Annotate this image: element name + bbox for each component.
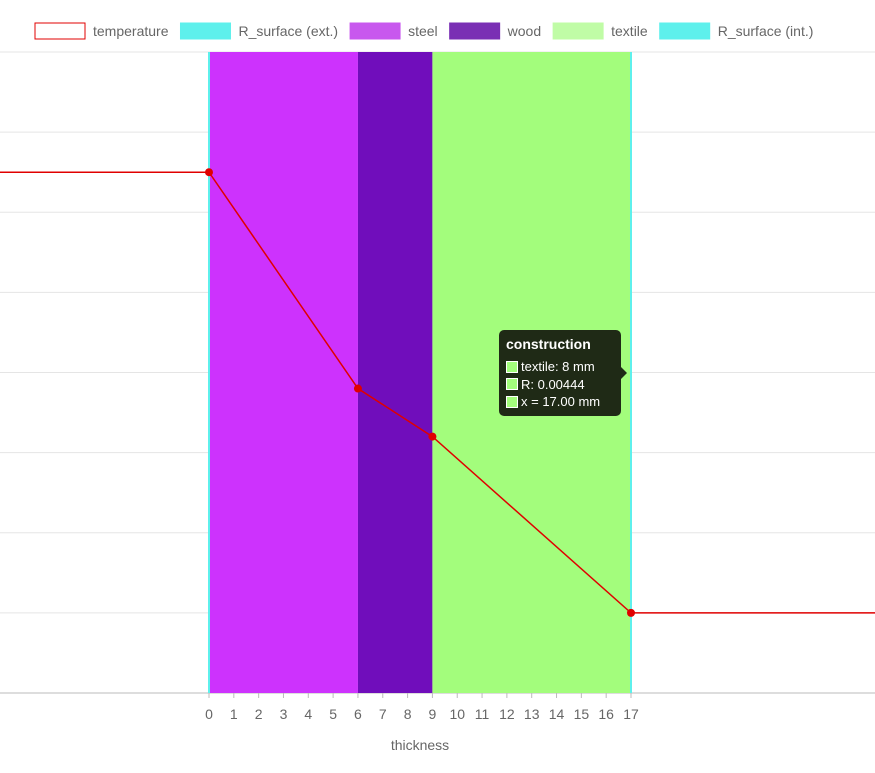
tooltip-line-x: x = 17.00 mm (521, 394, 601, 410)
legend-item[interactable]: R_surface (int.) (659, 22, 814, 40)
x-tick-label: 11 (475, 706, 490, 722)
legend-label: textile (611, 23, 648, 39)
legend-item[interactable]: steel (349, 22, 438, 40)
legend-swatch (659, 22, 711, 40)
legend-item[interactable]: temperature (34, 22, 169, 40)
x-tick-label: 17 (623, 706, 639, 722)
legend: temperature R_surface (ext.) steel wood text… (34, 22, 814, 40)
legend-label: temperature (93, 23, 169, 39)
x-tick-label: 3 (280, 706, 288, 722)
tooltip-swatch (506, 360, 518, 373)
temperature-point[interactable] (428, 432, 437, 441)
legend-label: steel (408, 23, 438, 39)
x-tick-label: 13 (524, 706, 540, 722)
x-tick-label: 10 (449, 706, 465, 722)
legend-item[interactable]: wood (449, 22, 541, 40)
tooltip-line-r: R: 0.00444 (521, 376, 585, 392)
tooltip-swatch (506, 395, 518, 408)
x-tick-label: 4 (304, 706, 312, 722)
legend-label: wood (507, 23, 541, 39)
x-tick-label: 0 (205, 706, 213, 722)
legend-label: R_surface (ext.) (238, 23, 338, 39)
x-tick-label: 15 (574, 706, 590, 722)
x-tick-label: 7 (379, 706, 387, 722)
temperature-series (0, 168, 875, 617)
x-tick-label: 16 (598, 706, 614, 722)
temperature-point[interactable] (627, 608, 635, 617)
legend-swatch (449, 22, 501, 40)
x-tick-label: 5 (329, 706, 337, 722)
tooltip-swatch (506, 378, 518, 391)
legend-item[interactable]: R_surface (ext.) (179, 22, 338, 40)
layer-wood[interactable] (357, 52, 433, 693)
x-tick-label: 6 (354, 706, 362, 722)
tooltip-caret (621, 367, 627, 379)
legend-swatch (179, 22, 231, 40)
legend-swatch (552, 22, 604, 40)
legend-item[interactable]: textile (552, 22, 648, 40)
temperature-line (0, 171, 875, 614)
legend-label: R_surface (int.) (718, 23, 814, 39)
legend-swatch (349, 22, 401, 40)
legend-swatch (34, 22, 86, 40)
tooltip-row: R: 0.00444 (506, 376, 614, 394)
temperature-point[interactable] (205, 168, 213, 177)
x-tick-label: 12 (499, 706, 515, 722)
tooltip-row: textile: 8 mm (506, 358, 614, 376)
x-axis-title: thickness (391, 737, 449, 753)
x-axis: 0 1 2 3 4 5 6 7 8 9 10 11 12 13 14 15 16 17 (205, 693, 639, 722)
temperature-point[interactable] (353, 384, 362, 393)
tooltip-line-layer: textile: 8 mm (521, 359, 595, 375)
x-tick-label: 14 (549, 706, 565, 722)
tooltip-row: x = 17.00 mm (506, 393, 614, 411)
x-tick-label: 8 (404, 706, 412, 722)
x-tick-label: 9 (429, 706, 437, 722)
tooltip-title: construction (506, 336, 591, 352)
x-tick-label: 2 (255, 706, 263, 722)
tooltip: construction textile: 8 mm R: 0.00444 x … (499, 330, 627, 416)
x-tick-label: 1 (230, 706, 238, 722)
layer-steel[interactable] (209, 52, 358, 693)
